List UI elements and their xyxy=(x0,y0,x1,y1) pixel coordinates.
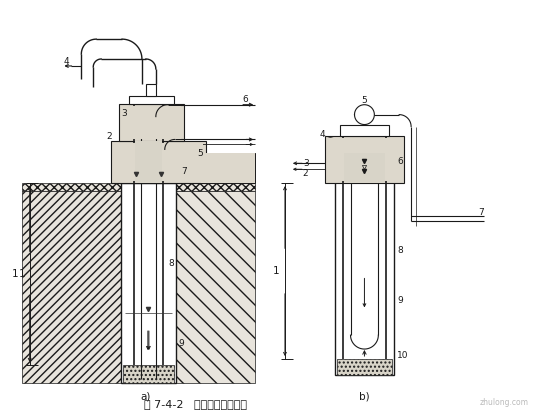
Text: 2: 2 xyxy=(303,169,309,178)
Bar xyxy=(335,141,394,375)
Text: 9: 9 xyxy=(179,339,184,348)
Text: 2: 2 xyxy=(106,132,112,141)
Text: 5: 5 xyxy=(362,96,367,105)
Bar xyxy=(146,84,156,96)
Text: 9: 9 xyxy=(397,296,403,305)
Text: 图 7-4-2   吸泥机清孔示意图: 图 7-4-2 吸泥机清孔示意图 xyxy=(144,399,247,409)
Bar xyxy=(337,359,392,375)
Text: 8: 8 xyxy=(397,246,403,255)
Text: 1: 1 xyxy=(272,266,279,276)
Text: a): a) xyxy=(141,392,151,402)
Text: 5: 5 xyxy=(198,149,203,158)
Text: 6: 6 xyxy=(397,157,403,166)
Bar xyxy=(22,191,121,383)
Bar xyxy=(200,154,255,183)
Text: 3: 3 xyxy=(303,159,309,168)
Bar xyxy=(114,144,203,181)
Bar xyxy=(129,96,174,104)
Bar xyxy=(135,141,162,183)
Text: 10: 10 xyxy=(397,351,409,359)
Text: 3: 3 xyxy=(121,109,127,118)
Text: 4: 4 xyxy=(63,57,69,67)
Bar xyxy=(176,191,255,383)
Text: zhulong.com: zhulong.com xyxy=(479,398,528,407)
Bar xyxy=(111,141,206,183)
Bar xyxy=(121,183,176,383)
Text: 6: 6 xyxy=(242,95,248,104)
Text: 8: 8 xyxy=(169,259,175,268)
Text: b): b) xyxy=(359,392,370,402)
Text: 7: 7 xyxy=(479,208,484,218)
Text: 1: 1 xyxy=(12,269,18,279)
Bar xyxy=(22,183,255,191)
Bar xyxy=(328,139,401,181)
Bar xyxy=(119,104,184,141)
Text: 7: 7 xyxy=(181,167,188,176)
Bar xyxy=(339,124,389,136)
Bar xyxy=(344,154,385,183)
Text: 4: 4 xyxy=(320,130,325,139)
Bar xyxy=(325,136,404,183)
Text: 1: 1 xyxy=(18,269,25,279)
Bar xyxy=(122,106,181,139)
Bar xyxy=(123,365,174,383)
Bar xyxy=(200,154,255,183)
